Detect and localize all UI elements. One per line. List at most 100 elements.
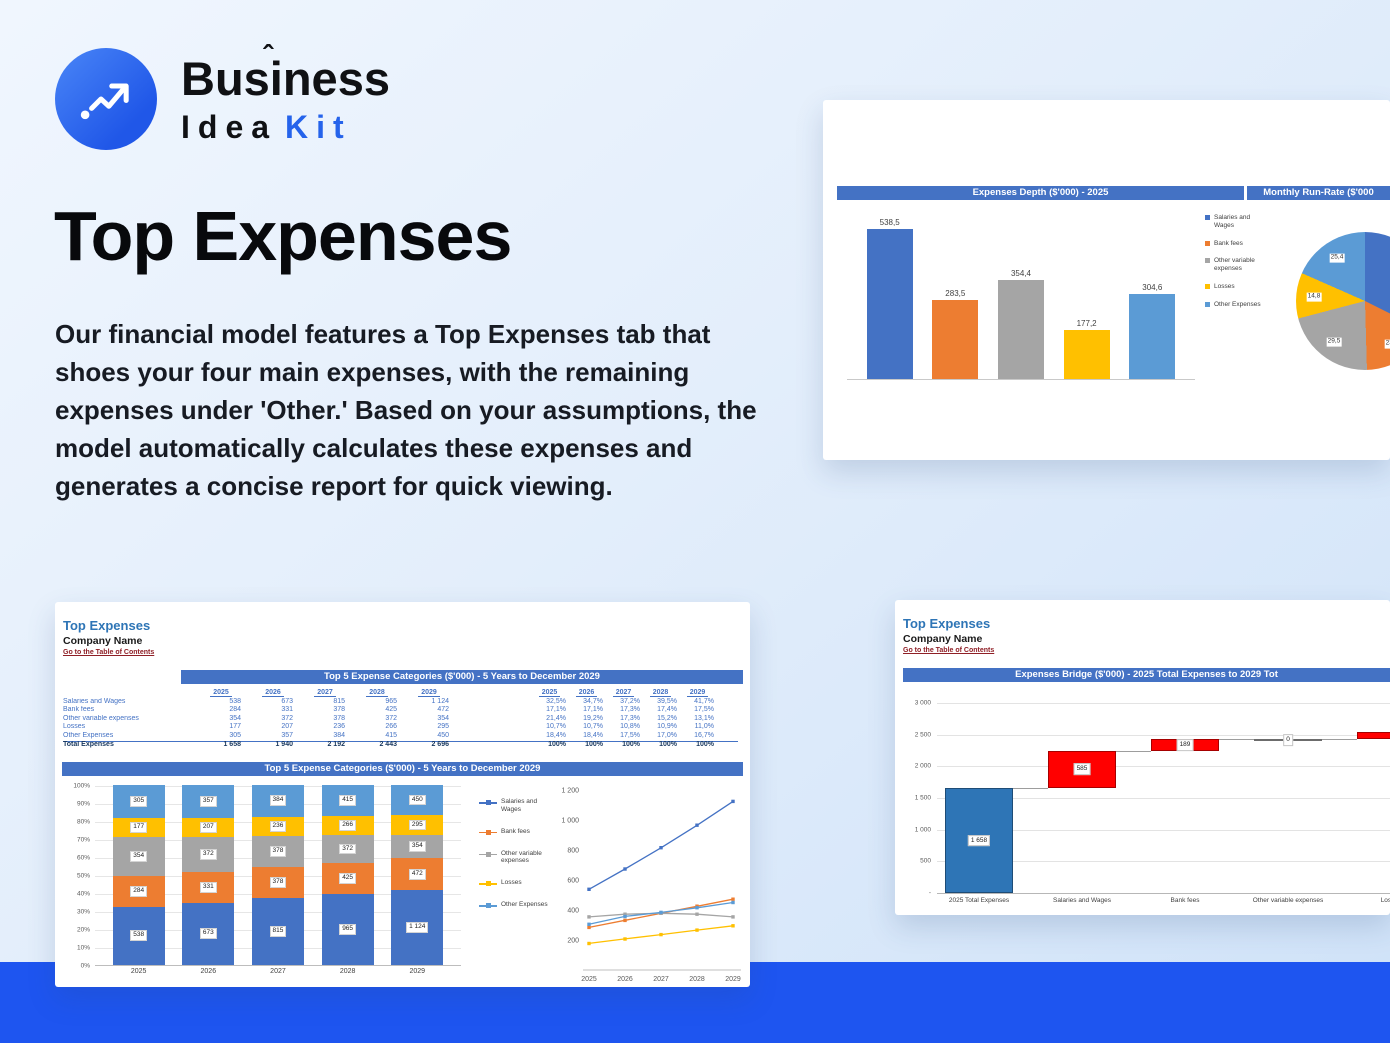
- waterfall-bar-2025-total-expenses: 1 658: [945, 788, 1013, 893]
- segment-losses: 207: [182, 818, 235, 838]
- data-point-marker: [623, 867, 627, 871]
- y-tick-label: 50%: [76, 872, 90, 880]
- legend-label: Other variable expenses: [1214, 257, 1255, 273]
- cell-value: 1 658: [223, 741, 241, 749]
- cell-value: 2 443: [379, 741, 397, 749]
- x-tick-label: Losses: [1380, 897, 1390, 904]
- cell-value: 538: [229, 697, 241, 705]
- cell-value: 207: [281, 723, 293, 731]
- y-tick-label: 100%: [73, 782, 90, 790]
- cell-value: 415: [385, 731, 397, 739]
- page-description: Our financial model features a Top Expen…: [55, 319, 757, 501]
- connector-line: [1219, 739, 1254, 740]
- stacked-bar-2029: 450 295 354 472 1 124 2029: [391, 785, 444, 975]
- data-point-marker: [731, 897, 735, 901]
- row-label: Other variable expenses: [63, 714, 139, 722]
- y-tick-label: 600: [567, 878, 579, 885]
- cell-value: 472: [437, 706, 449, 714]
- legend-swatch-icon: [1205, 258, 1210, 264]
- cell-value: 965: [385, 697, 397, 705]
- expenses-depth-legend: Salaries and Wages Bank fees Other variabl…: [1205, 214, 1271, 309]
- legend-label: Other Expenses: [1214, 300, 1261, 308]
- legend-item-other-variable-expenses: Other variable expenses: [1205, 257, 1271, 273]
- segment-value-label: 236: [269, 820, 287, 832]
- cell-value: 372: [281, 714, 293, 722]
- segment-salaries-and-wages: 1 124: [391, 889, 444, 965]
- sheet-title: Top Expenses: [903, 616, 991, 631]
- data-point-marker: [587, 915, 591, 919]
- data-point-marker: [623, 918, 627, 923]
- cell-percent: 10,7%: [546, 723, 566, 731]
- table-of-contents-link[interactable]: Go to the Table of Contents: [903, 647, 995, 654]
- company-name: Company Name: [63, 635, 143, 647]
- expenses-bridge-waterfall-chart: 3 000 2 500 2 000 1 500 1 000 500 - 1 658 2025 T…: [895, 700, 1390, 915]
- bar: [997, 280, 1044, 379]
- legend-label: Salaries and Wages: [501, 798, 538, 813]
- cell-percent: 13,1%: [694, 714, 714, 722]
- bar-salaries-and-wages: 538,5: [866, 218, 913, 379]
- top5-chart-legend: Salaries and Wages Bank fees Other variabl…: [479, 798, 551, 909]
- gridline: [937, 829, 1390, 831]
- cell-value: 2 696: [431, 741, 449, 749]
- y-tick-label: -: [928, 889, 931, 897]
- monthly-run-rate-pie-chart: 44,823,729,514,825,4: [1291, 230, 1390, 380]
- year-label: 2029: [418, 689, 440, 697]
- segment-value-label: 357: [199, 796, 217, 808]
- cell-percent: 100%: [548, 741, 566, 749]
- connector-line: [1116, 750, 1151, 752]
- legend-label: Losses: [1214, 282, 1235, 290]
- segment-other-expenses: 450: [391, 785, 444, 816]
- y-tick-label: 1 500: [914, 794, 931, 802]
- row-label: Losses: [63, 723, 86, 731]
- year-header: 2026: [568, 689, 605, 698]
- screenshot-top5-report-card: Top Expenses Company Name Go to the Tabl…: [55, 602, 750, 987]
- cell-percent: 17,3%: [620, 706, 640, 714]
- gridline: [937, 893, 1390, 894]
- legend-label: Other variable expenses: [501, 849, 542, 865]
- legend-label: Losses: [501, 879, 522, 887]
- top5-table-title: Top 5 Expense Categories ($'000) - 5 Yea…: [181, 670, 743, 684]
- waterfall-bar-other-variable-expenses: 0: [1254, 734, 1322, 746]
- y-tick-label: 500: [920, 857, 931, 865]
- page-title: Top Expenses: [54, 197, 512, 275]
- brand-word-idea: Idea: [181, 109, 278, 145]
- stacked-bar-2025: 305 177 354 284 538 2025: [112, 785, 165, 975]
- table-of-contents-link[interactable]: Go to the Table of Contents: [63, 649, 155, 656]
- data-point-marker: [731, 915, 735, 919]
- year-header: 2025: [195, 689, 247, 698]
- y-tick-label: 60%: [76, 854, 90, 862]
- legend-item-other-expenses: Other Expenses: [479, 901, 551, 909]
- cell-percent: 37,2%: [620, 697, 640, 705]
- cell-percent: 34,7%: [583, 697, 603, 705]
- legend-label: Bank fees: [501, 827, 530, 835]
- legend-swatch-icon: [1205, 283, 1210, 289]
- table-row-other-variable-expenses: Other variable expenses 354 372 378 372 354 21…: [63, 715, 738, 724]
- cell-value: 266: [385, 723, 397, 731]
- segment-value-label: 284: [130, 885, 148, 897]
- x-tick-label: 2027: [270, 968, 286, 975]
- legend-label: Bank fees: [1214, 239, 1243, 247]
- gridline: [937, 861, 1390, 863]
- y-tick-label: 200: [567, 938, 579, 945]
- expenses-depth-chart-title: Expenses Depth ($'000) - 2025: [837, 186, 1244, 200]
- x-tick-label: 2025 Total Expenses: [948, 897, 1010, 904]
- pie-value-label-bank-fees: 23,7: [1384, 339, 1390, 349]
- y-tick-label: 1 000: [914, 826, 931, 834]
- bar-value-label: 177,2: [1076, 319, 1097, 328]
- expenses-bridge-chart-title: Expenses Bridge ($'000) - 2025 Total Exp…: [903, 668, 1390, 682]
- y-tick-label: 80%: [76, 818, 90, 826]
- legend-marker: [486, 829, 491, 835]
- row-label: Bank fees: [63, 706, 95, 714]
- bar: [1063, 330, 1110, 379]
- legend-swatch-icon: [1205, 240, 1210, 246]
- legend-label: Other Expenses: [501, 901, 548, 909]
- row-label: Total Expenses: [63, 741, 114, 749]
- segment-value-label: 177: [130, 822, 148, 834]
- y-tick-label: 30%: [76, 908, 90, 916]
- cell-value: 450: [437, 731, 449, 739]
- segment-other-variable-expenses: 372: [182, 837, 235, 872]
- x-tick-label: 2029: [409, 968, 426, 975]
- cell-value: 673: [281, 697, 293, 705]
- y-tick-label: 2 500: [914, 731, 931, 739]
- segment-value-label: 673: [199, 928, 217, 940]
